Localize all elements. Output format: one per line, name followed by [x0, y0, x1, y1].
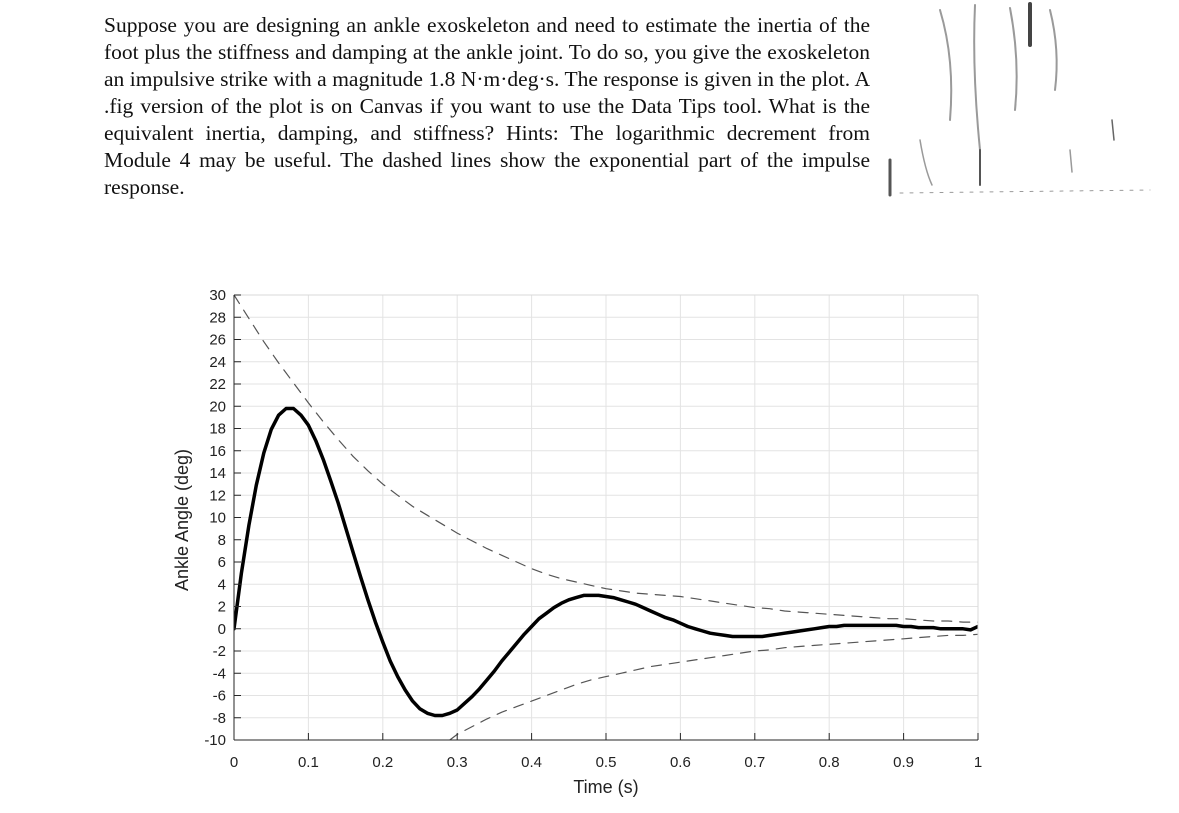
grid-lines: [233, 294, 979, 741]
envelope-dashed-line: [234, 295, 978, 623]
y-tick-label: 12: [209, 487, 226, 504]
y-axis-label: Ankle Angle (deg): [172, 449, 192, 591]
response-line: [234, 406, 978, 718]
x-tick-label: 0.8: [819, 754, 840, 771]
y-tick-label: -10: [204, 732, 226, 749]
y-tick-label: 4: [218, 576, 226, 593]
y-tick-label: 6: [218, 554, 226, 571]
y-tick-label: 28: [209, 309, 226, 326]
y-tick-label: 26: [209, 332, 226, 349]
x-tick-label: 0.6: [670, 754, 691, 771]
y-tick-label: 10: [209, 510, 226, 527]
x-tick-label: 0.1: [298, 754, 319, 771]
y-tick-label: 8: [218, 532, 226, 549]
y-tick-label: 24: [209, 354, 226, 371]
problem-statement: Suppose you are designing an ankle exosk…: [104, 13, 870, 199]
x-tick-label: 0.3: [447, 754, 468, 771]
y-tick-label: 0: [218, 621, 226, 638]
x-tick-label: 0: [230, 754, 238, 771]
y-tick-label: 2: [218, 599, 226, 616]
x-tick-label: 0.4: [521, 754, 542, 771]
y-tick-label: 30: [209, 287, 226, 304]
x-axis-label: Time (s): [573, 777, 638, 797]
y-tick-label: -8: [213, 710, 226, 727]
x-tick-label: 0.9: [893, 754, 914, 771]
x-tick-label: 0.2: [372, 754, 393, 771]
y-tick-label: -6: [213, 688, 226, 705]
y-tick-label: 20: [209, 398, 226, 415]
scribble-drawing: [888, 2, 1151, 197]
y-tick-label: 18: [209, 421, 226, 438]
envelope-dashed-line: [449, 633, 978, 740]
x-tick-label: 1: [974, 754, 982, 771]
x-tick-label: 0.7: [744, 754, 765, 771]
x-tick-label: 0.5: [596, 754, 617, 771]
axes-frame: [233, 294, 979, 741]
y-tick-label: 14: [209, 465, 226, 482]
y-tick-label: -4: [213, 665, 226, 682]
y-tick-label: 16: [209, 443, 226, 460]
y-tick-label: 22: [209, 376, 226, 393]
y-tick-label: -2: [213, 643, 226, 660]
series-group: [234, 295, 978, 740]
